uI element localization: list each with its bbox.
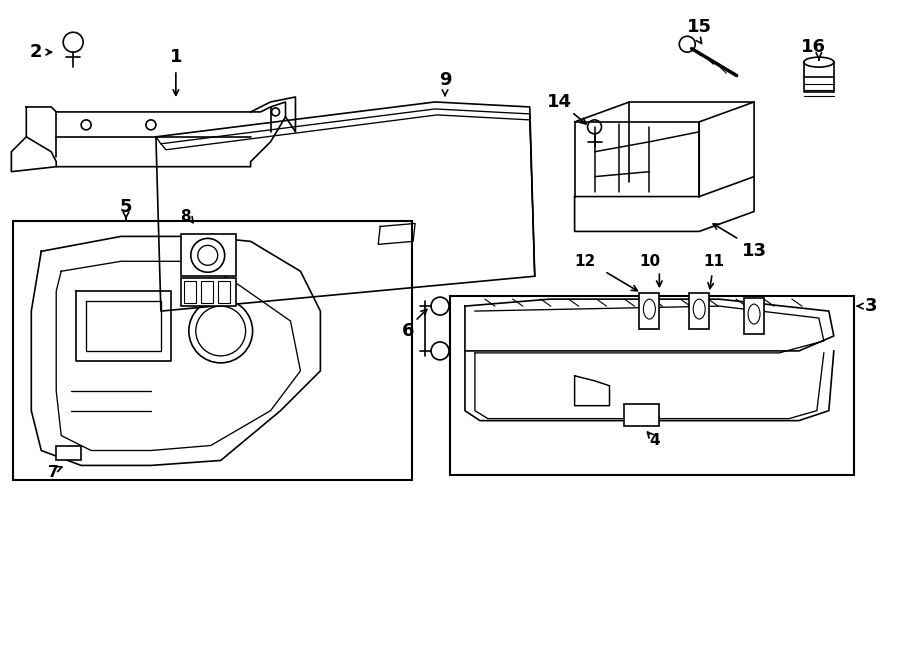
Bar [184,281,196,303]
Bar [56,446,81,461]
Text: 10: 10 [639,254,660,269]
Ellipse shape [748,304,760,324]
Bar [14,221,412,481]
Ellipse shape [644,299,655,319]
Text: 7: 7 [48,465,58,480]
Bar [689,293,709,329]
Text: 1: 1 [169,48,182,66]
Bar [201,281,212,303]
Bar [181,235,236,276]
Text: 12: 12 [574,254,595,269]
Bar [450,296,854,475]
Text: 15: 15 [687,19,712,36]
Bar [218,281,230,303]
Bar [625,404,660,426]
Bar [181,278,236,306]
Text: 16: 16 [801,38,826,56]
Text: 5: 5 [120,198,132,215]
Text: 2: 2 [30,43,42,61]
Bar [639,293,660,329]
Text: 3: 3 [864,297,877,315]
Text: 4: 4 [649,433,660,448]
Text: 13: 13 [742,243,767,260]
Text: 14: 14 [547,93,572,111]
Bar [744,298,764,334]
Circle shape [680,36,695,52]
Text: 11: 11 [704,254,725,269]
Text: 6: 6 [402,322,414,340]
Text: 8: 8 [181,209,191,224]
Ellipse shape [693,299,706,319]
Text: 9: 9 [439,71,451,89]
